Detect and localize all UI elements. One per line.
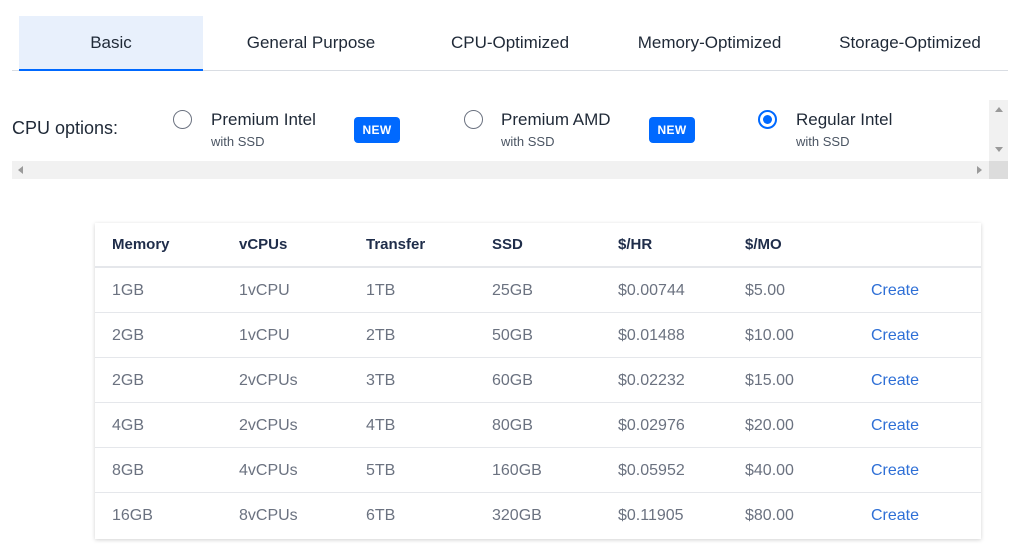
cell-vcpus: 4vCPUs xyxy=(239,462,298,479)
cell-vcpus: 8vCPUs xyxy=(239,507,298,524)
header-ssd: SSD xyxy=(492,236,523,253)
regular-intel-radio[interactable] xyxy=(758,110,777,129)
cell-vcpus: 1vCPU xyxy=(239,282,290,299)
premium-intel-new-badge: NEW xyxy=(354,117,400,143)
scrollbar-corner xyxy=(989,161,1008,179)
cell-ssd: 80GB xyxy=(492,417,533,434)
premium-amd-new-badge: NEW xyxy=(649,117,695,143)
cell-price-monthly: $10.00 xyxy=(745,327,794,344)
cell-ssd: 50GB xyxy=(492,327,533,344)
cpu-options-label: CPU options: xyxy=(12,118,119,138)
cell-memory: 8GB xyxy=(112,462,145,479)
regular-intel-subtitle: with SSD xyxy=(796,134,850,149)
premium-intel-radio[interactable] xyxy=(173,110,192,129)
premium-amd-radio[interactable] xyxy=(464,110,483,129)
table-row: 8GB 4vCPUs 5TB 160GB $0.05952 $40.00 Cre… xyxy=(95,448,981,493)
cell-price-monthly: $80.00 xyxy=(745,507,794,524)
cell-ssd: 320GB xyxy=(492,507,542,524)
cell-memory: 1GB xyxy=(112,282,145,299)
cell-price-monthly: $40.00 xyxy=(745,462,794,479)
cell-price-hourly: $0.05952 xyxy=(618,462,685,479)
horizontal-scrollbar[interactable] xyxy=(12,161,989,179)
header-price-hourly: $/HR xyxy=(618,236,653,253)
tab-storage-optimized[interactable]: Storage-Optimized xyxy=(839,33,981,52)
table-header: Memory vCPUs Transfer SSD $/HR $/MO xyxy=(95,223,981,268)
cell-price-hourly: $0.01488 xyxy=(618,327,685,344)
plan-tabs: Basic General Purpose CPU-Optimized Memo… xyxy=(12,16,1008,71)
tab-general-purpose[interactable]: General Purpose xyxy=(246,33,376,52)
header-price-monthly: $/MO xyxy=(745,236,782,253)
cell-price-monthly: $15.00 xyxy=(745,372,794,389)
header-transfer: Transfer xyxy=(366,236,426,253)
table-row: 2GB 2vCPUs 3TB 60GB $0.02232 $15.00 Crea… xyxy=(95,358,981,403)
table-row: 4GB 2vCPUs 4TB 80GB $0.02976 $20.00 Crea… xyxy=(95,403,981,448)
cell-price-hourly: $0.11905 xyxy=(618,507,684,524)
cell-price-hourly: $0.02232 xyxy=(618,372,685,389)
premium-amd-subtitle: with SSD xyxy=(501,134,555,149)
cell-transfer: 6TB xyxy=(366,507,396,524)
cell-transfer: 4TB xyxy=(366,417,396,434)
scroll-left-arrow-icon[interactable] xyxy=(18,166,23,174)
cell-ssd: 25GB xyxy=(492,282,533,299)
cell-transfer: 3TB xyxy=(366,372,396,389)
header-vcpus: vCPUs xyxy=(239,236,288,253)
create-link[interactable]: Create xyxy=(871,507,920,524)
cell-price-hourly: $0.02976 xyxy=(618,417,685,434)
scroll-right-arrow-icon[interactable] xyxy=(977,166,982,174)
cell-price-hourly: $0.00744 xyxy=(618,282,685,299)
cell-price-monthly: $5.00 xyxy=(745,282,786,299)
cell-price-monthly: $20.00 xyxy=(745,417,794,434)
cell-memory: 4GB xyxy=(112,417,145,434)
cell-vcpus: 1vCPU xyxy=(239,327,290,344)
cell-vcpus: 2vCPUs xyxy=(239,417,298,434)
header-memory: Memory xyxy=(112,236,170,253)
vertical-scrollbar[interactable] xyxy=(989,100,1008,161)
cell-memory: 2GB xyxy=(112,327,145,344)
cell-memory: 16GB xyxy=(112,507,153,524)
tab-cpu-optimized[interactable]: CPU-Optimized xyxy=(450,33,570,52)
premium-amd-title: Premium AMD xyxy=(501,110,611,129)
create-link[interactable]: Create xyxy=(871,372,920,389)
tab-basic[interactable]: Basic xyxy=(19,16,203,71)
table-row: 2GB 1vCPU 2TB 50GB $0.01488 $10.00 Creat… xyxy=(95,313,981,358)
cell-transfer: 5TB xyxy=(366,462,396,479)
cell-memory: 2GB xyxy=(112,372,145,389)
cell-vcpus: 2vCPUs xyxy=(239,372,298,389)
scroll-up-arrow-icon[interactable] xyxy=(995,107,1003,112)
create-link[interactable]: Create xyxy=(871,327,920,344)
cell-ssd: 160GB xyxy=(492,462,542,479)
cell-transfer: 2TB xyxy=(366,327,396,344)
create-link[interactable]: Create xyxy=(871,282,920,299)
premium-intel-subtitle: with SSD xyxy=(211,134,265,149)
table-row: 16GB 8vCPUs 6TB 320GB $0.11905 $80.00 Cr… xyxy=(95,493,981,538)
tab-memory-optimized[interactable]: Memory-Optimized xyxy=(637,33,782,52)
table-row: 1GB 1vCPU 1TB 25GB $0.00744 $5.00 Create xyxy=(95,268,981,313)
cell-transfer: 1TB xyxy=(366,282,396,299)
premium-intel-title: Premium Intel xyxy=(211,110,316,129)
create-link[interactable]: Create xyxy=(871,462,920,479)
scroll-down-arrow-icon[interactable] xyxy=(995,147,1003,152)
create-link[interactable]: Create xyxy=(871,417,920,434)
cell-ssd: 60GB xyxy=(492,372,533,389)
pricing-table: Memory vCPUs Transfer SSD $/HR $/MO 1GB … xyxy=(95,223,981,539)
regular-intel-title: Regular Intel xyxy=(796,110,893,129)
